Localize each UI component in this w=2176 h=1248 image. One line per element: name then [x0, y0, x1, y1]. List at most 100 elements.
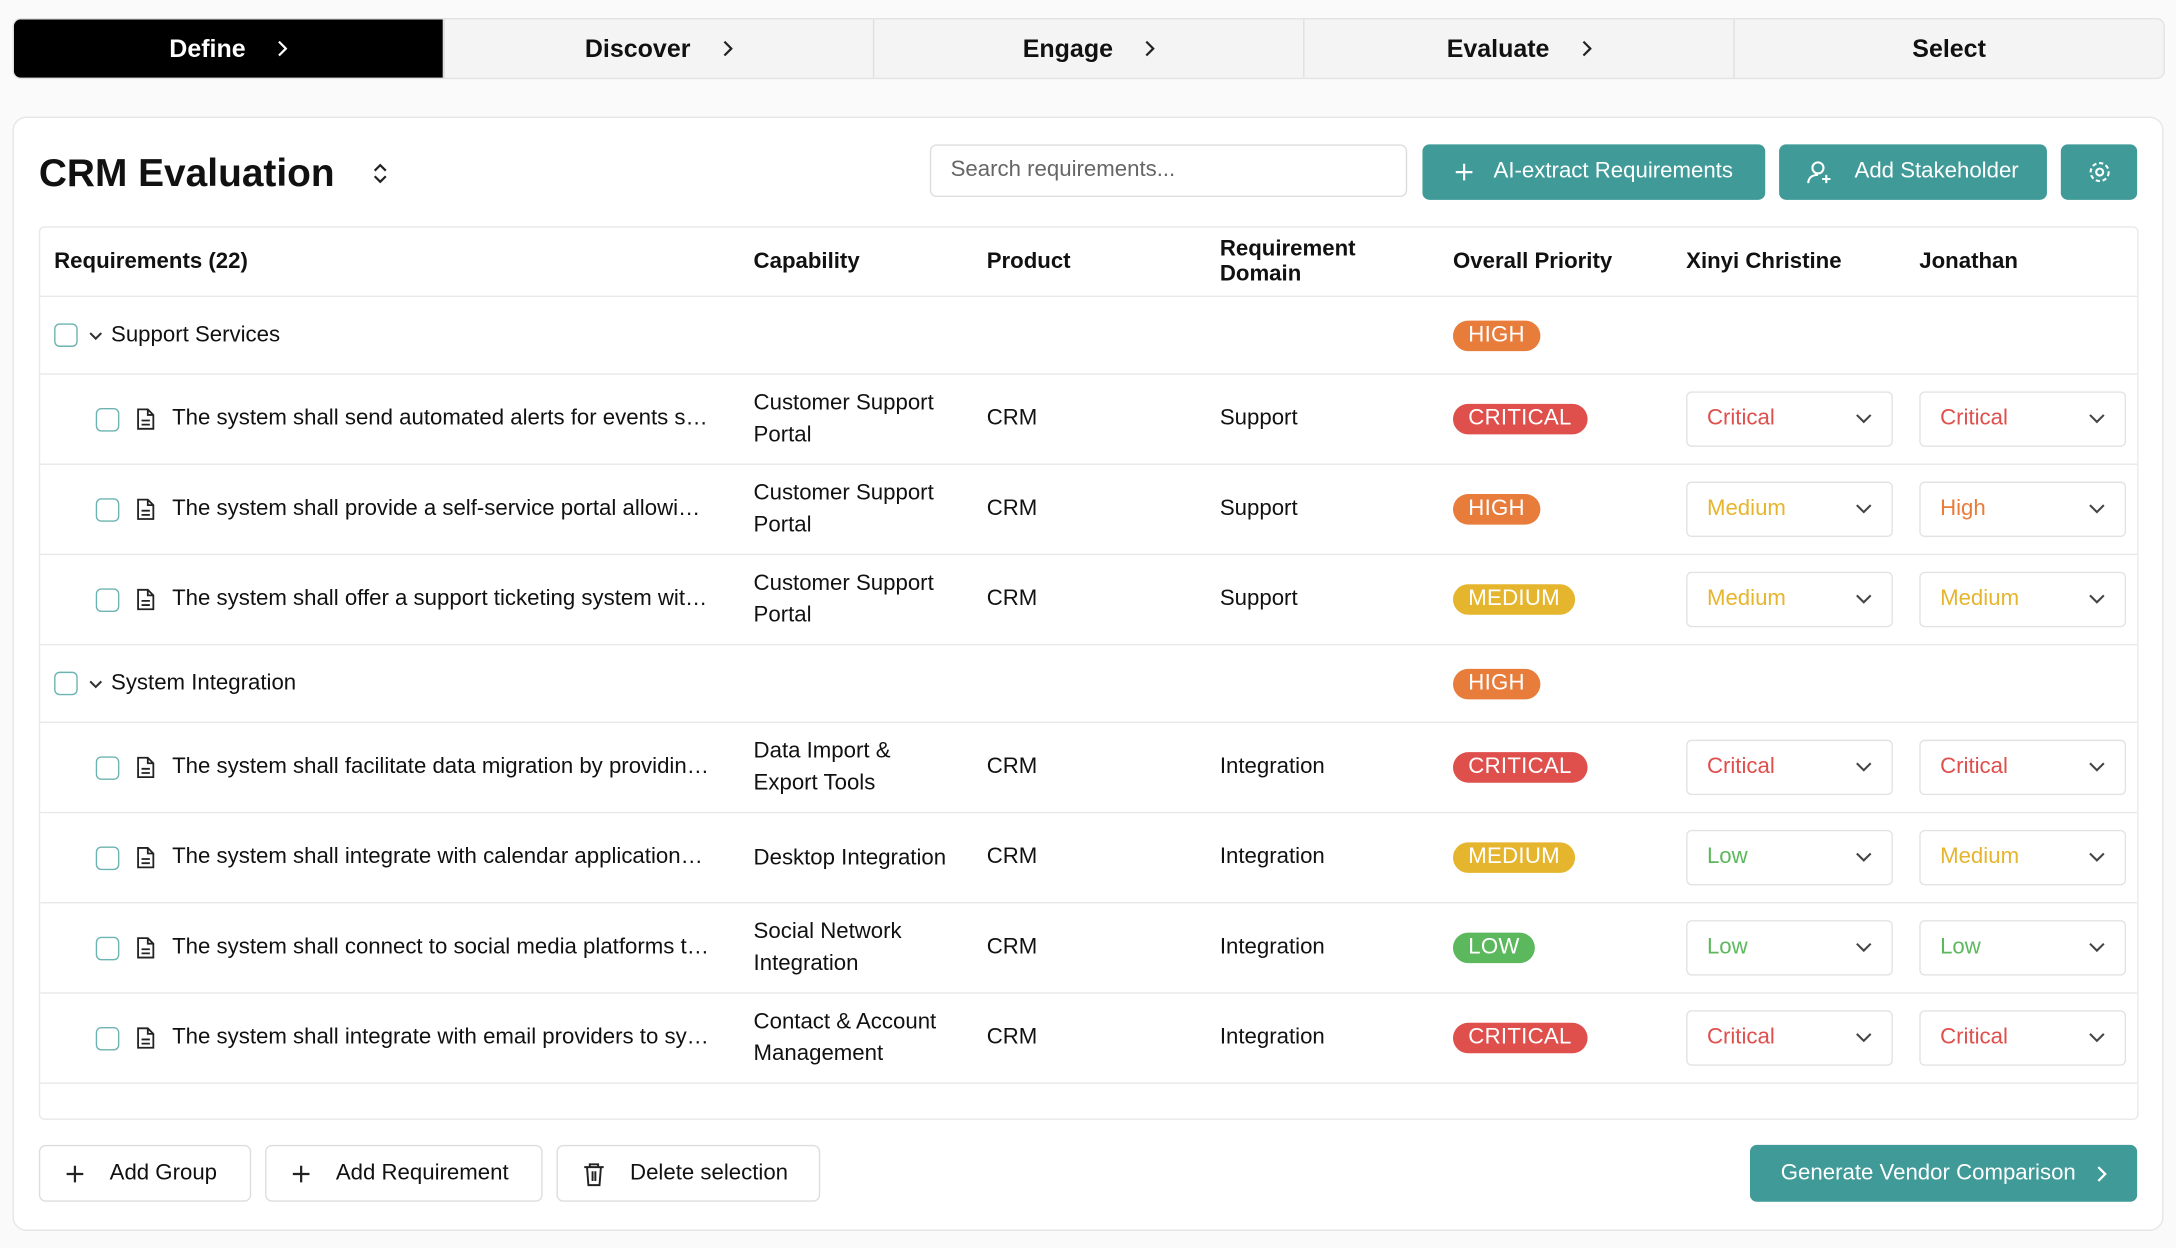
add-stakeholder-button[interactable]: Add Stakeholder — [1779, 144, 2047, 200]
rating-value: Critical — [1706, 1025, 1775, 1050]
rating-cell: High — [1919, 481, 2137, 538]
requirement-text[interactable]: The system shall provide a self-service … — [172, 496, 701, 521]
rating-value: Medium — [1706, 587, 1786, 611]
rating-value: Medium — [1940, 587, 2020, 611]
rating-dropdown[interactable]: Medium — [1686, 571, 1893, 628]
doc-icon — [137, 408, 155, 430]
plus-icon — [292, 1165, 310, 1182]
ai-extract-button[interactable]: AI-extract Requirements — [1422, 144, 1766, 200]
group-row: Support Services HIGH — [40, 297, 2138, 375]
column-header: Xinyi Christine — [1686, 249, 1842, 273]
column-header: Overall Priority — [1452, 249, 1613, 273]
button-label: Add Requirement — [335, 1160, 509, 1185]
chevron-down — [1856, 504, 1872, 514]
rating-dropdown[interactable]: Low — [1686, 920, 1893, 976]
rating-dropdown[interactable]: Medium — [1919, 829, 2127, 886]
requirement-text[interactable]: The system shall send automated alerts f… — [172, 406, 708, 431]
chevron-down — [1856, 1033, 1872, 1043]
rating-value: Medium — [1940, 845, 2020, 869]
trash-icon — [584, 1162, 604, 1186]
requirement-text[interactable]: The system shall offer a support ticketi… — [172, 587, 708, 611]
requirement-text[interactable]: The system shall integrate with calendar… — [172, 845, 703, 869]
step[interactable]: Discover — [444, 19, 875, 78]
rating-dropdown[interactable]: Critical — [1686, 391, 1893, 447]
requirement-row: The system shall offer a support ticketi… — [40, 555, 2138, 646]
rating-dropdown[interactable]: Critical — [1919, 739, 2127, 796]
requirement-row: The system shall integrate with email pr… — [40, 994, 2138, 1084]
sort-icon — [373, 163, 387, 184]
rating-dropdown[interactable]: Low — [1686, 829, 1893, 886]
doc — [136, 847, 155, 869]
settings-button[interactable] — [2060, 144, 2138, 200]
rating-value: Low — [1940, 935, 1981, 959]
rating-value: Critical — [1706, 754, 1775, 779]
button-label: AI-extract Requirements — [1493, 159, 1733, 184]
rating-dropdown[interactable]: Medium — [1919, 571, 2127, 628]
requirement-text[interactable]: The system shall integrate with email pr… — [172, 1025, 709, 1050]
rating-cell: Critical — [1686, 739, 1919, 796]
step[interactable]: Evaluate — [1304, 19, 1735, 78]
rating-dropdown[interactable]: Critical — [1919, 1010, 2127, 1066]
priority-badge: HIGH — [1452, 668, 1541, 699]
generate-comparison-button[interactable]: Generate Vendor Comparison — [1749, 1144, 2138, 1202]
rating-dropdown[interactable]: Critical — [1919, 391, 2127, 447]
chevron-down — [2089, 414, 2105, 424]
chevron-down — [2089, 852, 2105, 862]
requirement-row: The system shall connect to social media… — [40, 903, 2138, 994]
group-name: System Integration — [111, 670, 297, 695]
priority-cell: MEDIUM — [1452, 842, 1686, 873]
user-icon — [1807, 161, 1831, 184]
chevron-down — [1856, 414, 1872, 424]
checkbox[interactable] — [54, 671, 78, 696]
rating-value: Critical — [1706, 406, 1775, 431]
checkbox[interactable] — [95, 407, 120, 431]
plus-icon — [66, 1165, 84, 1182]
rating-value: Low — [1706, 935, 1748, 959]
step[interactable]: Define — [13, 19, 445, 78]
checkbox[interactable] — [95, 587, 120, 612]
rating-dropdown[interactable]: Medium — [1686, 481, 1893, 538]
step-label: Select — [1912, 34, 1986, 62]
checkbox[interactable] — [95, 755, 120, 780]
checkbox[interactable] — [95, 936, 120, 960]
doc — [136, 408, 155, 430]
rating-dropdown[interactable]: High — [1919, 481, 2127, 538]
add-group-button[interactable]: Add Group — [38, 1144, 252, 1202]
priority-cell: CRITICAL — [1452, 752, 1686, 783]
checkbox[interactable] — [54, 323, 78, 347]
requirement-text[interactable]: The system shall connect to social media… — [172, 935, 709, 959]
checkbox[interactable] — [95, 1026, 120, 1050]
page-title[interactable]: CRM Evaluation — [39, 151, 390, 195]
add-requirement-button[interactable]: Add Requirement — [265, 1144, 543, 1202]
priority-badge: MEDIUM — [1452, 842, 1576, 873]
requirement-cell: The system shall offer a support ticketi… — [54, 587, 753, 612]
priority-cell: HIGH — [1452, 319, 1686, 351]
chevron-down — [1856, 762, 1872, 772]
chevron-icon — [2097, 1165, 2107, 1182]
rating-dropdown[interactable]: Low — [1919, 920, 2127, 976]
rating-dropdown[interactable]: Critical — [1686, 1010, 1893, 1066]
doc-icon — [137, 937, 155, 959]
rating-cell: Critical — [1919, 391, 2137, 447]
checkbox[interactable] — [95, 497, 120, 522]
rating-cell: Low — [1686, 920, 1919, 976]
doc-icon — [137, 1027, 155, 1049]
domain: Integration — [1219, 1025, 1325, 1050]
delete-selection-button[interactable]: Delete selection — [556, 1144, 821, 1202]
stepper: Define Discover Engage Evaluate Select — [12, 18, 2165, 80]
step[interactable]: Select — [1735, 19, 2164, 77]
rating-cell: Critical — [1919, 1010, 2137, 1066]
checkbox[interactable] — [95, 845, 120, 870]
step[interactable]: Engage — [874, 19, 1305, 78]
expand-toggle[interactable] — [89, 323, 103, 348]
requirement-text[interactable]: The system shall facilitate data migrati… — [172, 754, 709, 779]
priority-badge: LOW — [1452, 932, 1535, 964]
chevron-down — [2089, 594, 2105, 604]
capability: Desktop Integration — [753, 845, 947, 870]
rating-dropdown[interactable]: Critical — [1686, 739, 1893, 796]
evaluation-card: CRM Evaluation Search requirements... AI… — [12, 116, 2164, 1231]
search-input[interactable]: Search requirements... — [929, 144, 1408, 198]
expand-toggle[interactable] — [89, 671, 103, 696]
domain: Support — [1219, 496, 1298, 521]
domain: Integration — [1219, 845, 1325, 869]
